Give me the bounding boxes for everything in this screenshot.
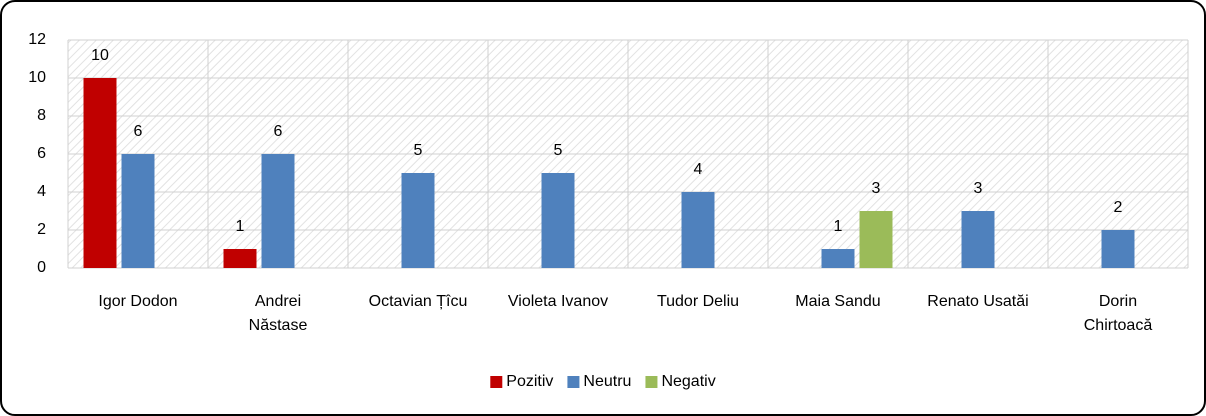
bar [961, 211, 995, 268]
y-tick-label: 6 [37, 145, 46, 162]
data-label: 6 [134, 123, 143, 140]
x-tick-label: Maia Sandu [795, 293, 880, 310]
y-tick-label: 12 [28, 31, 46, 48]
data-label: 10 [91, 47, 109, 64]
bar [541, 173, 575, 268]
data-label: 6 [274, 123, 283, 140]
bar [121, 154, 155, 268]
y-tick-label: 4 [37, 183, 46, 200]
y-tick-label: 0 [37, 259, 46, 276]
x-tick-label: Dorin Chirtoacă [1084, 293, 1153, 334]
data-label: 5 [414, 142, 423, 159]
bar [1101, 230, 1135, 268]
legend-label: Neutru [583, 373, 631, 390]
legend-label: Pozitiv [506, 373, 553, 390]
x-tick-label: Tudor Deliu [657, 293, 739, 310]
x-tick-label: Renato Usatăi [927, 293, 1028, 310]
x-tick-label: Violeta Ivanov [508, 293, 608, 310]
bar [681, 192, 715, 268]
x-tick-label: Igor Dodon [98, 293, 177, 310]
x-tick-label: Andrei Năstase [249, 293, 308, 334]
data-label: 3 [872, 180, 881, 197]
data-label: 4 [694, 161, 703, 178]
data-label: 2 [1114, 199, 1123, 216]
bar [223, 249, 257, 268]
bar [261, 154, 295, 268]
legend-swatch [567, 376, 580, 388]
data-label: 1 [236, 218, 245, 235]
y-tick-label: 10 [28, 69, 46, 86]
bar [401, 173, 435, 268]
legend-swatch [645, 376, 658, 388]
bar [859, 211, 893, 268]
legend-swatch [490, 376, 503, 388]
legend-label: Negativ [661, 373, 715, 390]
y-tick-label: 2 [37, 221, 46, 238]
data-label: 1 [834, 218, 843, 235]
data-label: 5 [554, 142, 563, 159]
y-tick-label: 8 [37, 107, 46, 124]
bar [83, 78, 117, 268]
legend: Pozitiv Neutru Negativ [490, 373, 716, 390]
data-label: 3 [974, 180, 983, 197]
x-tick-label: Octavian Țîcu [369, 293, 468, 310]
bar [821, 249, 855, 268]
